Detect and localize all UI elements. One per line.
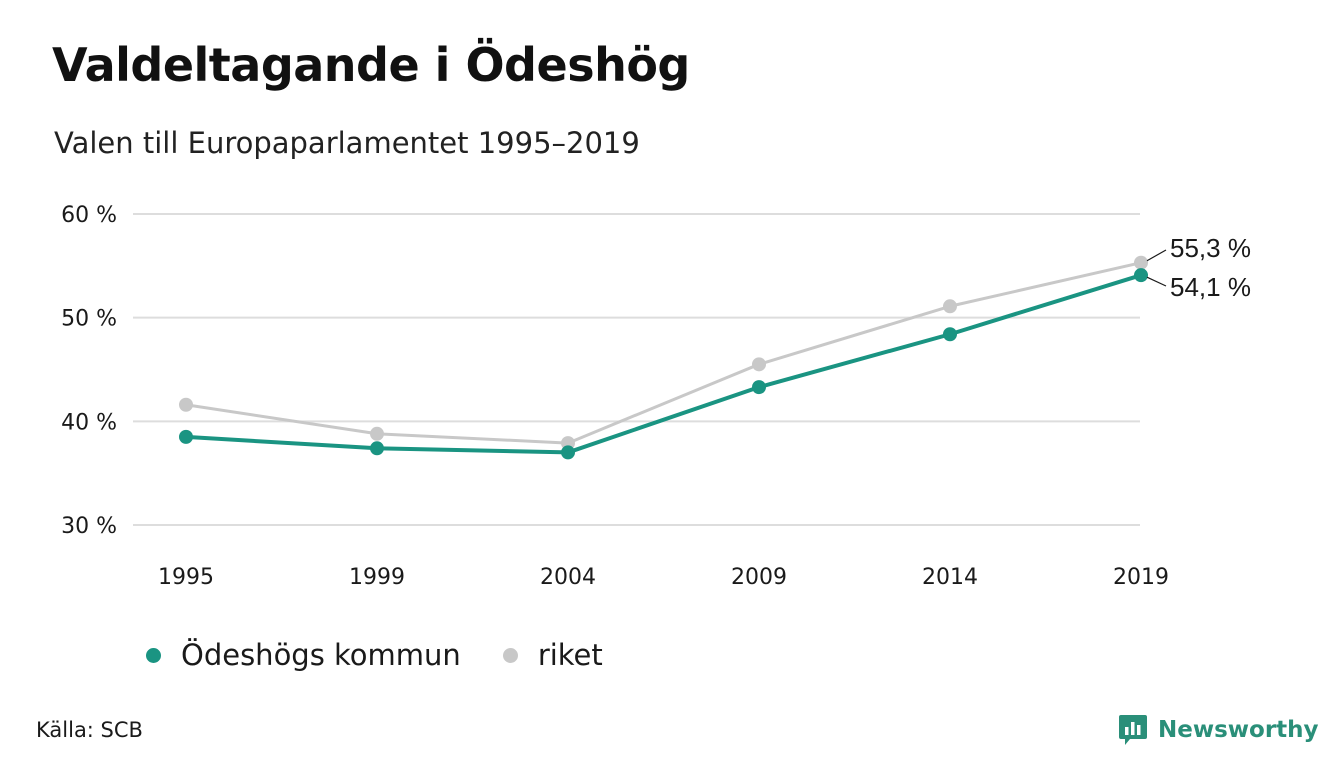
- end-label-kommun: 54,1 %: [1170, 272, 1251, 302]
- data-point: [561, 445, 575, 460]
- legend-label-riket: riket: [537, 638, 603, 672]
- y-tick-label: 50 %: [61, 307, 117, 332]
- legend-marker-riket: [502, 647, 518, 663]
- data-point: [943, 327, 957, 342]
- legend-item-riket: riket: [502, 638, 603, 672]
- data-point: [179, 397, 193, 412]
- legend-label-kommun: Ödeshögs kommun: [181, 638, 461, 672]
- series-line: [185, 273, 1142, 455]
- data-point: [752, 357, 766, 372]
- newsworthy-logo-icon: [1119, 715, 1147, 745]
- data-point: [179, 429, 193, 444]
- end-label-leader: [1146, 276, 1167, 287]
- y-tick-label: 30 %: [61, 514, 117, 539]
- data-point: [370, 426, 384, 441]
- y-tick-label: 60 %: [61, 203, 117, 228]
- chart-subtitle: Valen till Europaparlamentet 1995–2019: [54, 126, 640, 160]
- x-tick-label: 2009: [731, 565, 787, 590]
- data-point: [1134, 255, 1148, 270]
- x-tick-label: 2019: [1113, 565, 1169, 590]
- data-point: [752, 380, 766, 395]
- legend-marker-kommun: [146, 647, 161, 663]
- brand[interactable]: Newsworthy: [1118, 714, 1319, 746]
- legend-item-kommun: Ödeshögs kommun: [146, 638, 461, 672]
- line-chart: 30 % 40 % 50 % 60 % 1995 1999 2004 2009 2014 2019…: [61, 203, 1251, 590]
- chart-title: Valdeltagande i Ödeshög: [52, 38, 690, 92]
- data-point: [370, 441, 384, 456]
- source-note: Källa: SCB: [36, 718, 143, 742]
- series-line: [185, 261, 1142, 445]
- chart-legend: Ödeshögs kommun riket: [146, 638, 645, 672]
- brand-name: Newsworthy: [1158, 717, 1319, 743]
- end-label-leader: [1146, 249, 1167, 262]
- x-tick-label: 1999: [349, 565, 405, 590]
- end-label-riket: 55,3 %: [1170, 233, 1251, 263]
- x-tick-label: 1995: [158, 565, 214, 590]
- x-tick-label: 2004: [540, 565, 596, 590]
- x-tick-label: 2014: [922, 565, 978, 590]
- y-tick-label: 40 %: [61, 410, 117, 435]
- data-point: [943, 299, 957, 314]
- data-point: [1134, 268, 1148, 283]
